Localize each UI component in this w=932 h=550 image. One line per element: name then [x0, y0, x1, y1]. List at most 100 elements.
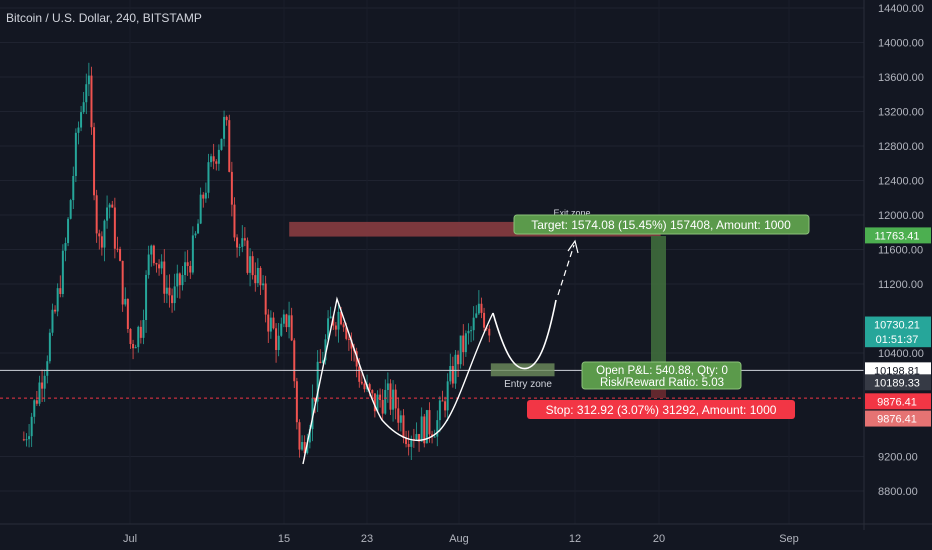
- candle-body: [337, 311, 340, 330]
- target-label-text: Target: 1574.08 (15.45%) 157408, Amount:…: [531, 218, 791, 232]
- candle-body: [412, 438, 415, 440]
- candle-body: [85, 84, 88, 103]
- candle-body: [126, 298, 129, 329]
- candle-body: [275, 328, 278, 351]
- candle-body: [267, 314, 270, 332]
- candle-body: [259, 267, 262, 286]
- candle-body: [173, 286, 176, 304]
- candle-body: [256, 267, 259, 284]
- candle-body: [488, 328, 491, 336]
- candle-body: [178, 273, 181, 286]
- candle-body: [342, 324, 345, 328]
- candle-body: [467, 330, 470, 334]
- candle-body: [332, 316, 335, 326]
- candle-body: [269, 317, 272, 332]
- candle-body: [233, 204, 236, 238]
- position-reward-bar[interactable]: [651, 236, 666, 368]
- candle-body: [215, 161, 218, 164]
- candle-body: [301, 442, 304, 450]
- candle-body: [340, 311, 343, 325]
- y-tick-label: 14400.00: [878, 3, 924, 15]
- y-tick-label: 11200.00: [878, 279, 923, 291]
- y-tick-label: 12000.00: [878, 210, 924, 222]
- pnl-label-box[interactable]: [581, 361, 742, 390]
- y-tick-label: 11600.00: [878, 245, 923, 257]
- candle-body: [405, 438, 408, 445]
- candle-body: [150, 245, 153, 255]
- price-axis: 14400.00 14000.00 13600.00 13200.00 12800.00…: [863, 0, 931, 530]
- candle-body: [54, 309, 57, 312]
- candle-body: [171, 295, 174, 304]
- candle-body: [152, 245, 155, 264]
- candle-body: [376, 394, 379, 412]
- candle-body: [480, 303, 483, 313]
- candle-body: [204, 192, 207, 199]
- candle-body: [103, 220, 106, 248]
- candle-body: [470, 330, 473, 332]
- candle-body: [142, 320, 145, 338]
- candle-body: [327, 318, 330, 340]
- y-tick-label: 12800.00: [878, 141, 924, 153]
- entry-zone-label: Entry zone: [504, 379, 552, 390]
- candle-body: [194, 233, 197, 236]
- entry-zone-rect[interactable]: [490, 363, 555, 377]
- candle-body: [106, 207, 109, 221]
- candle-body: [384, 389, 387, 414]
- price-tag: [865, 374, 931, 391]
- candle-body: [181, 275, 184, 286]
- stop-label-box[interactable]: [527, 400, 795, 419]
- price-tag-label: 01:51:37: [876, 334, 919, 346]
- candle-body: [46, 361, 49, 376]
- x-tick-label: 20: [653, 533, 665, 545]
- candle-body: [22, 439, 25, 441]
- candle-body: [457, 354, 460, 365]
- candle-body: [108, 204, 111, 208]
- candle-body: [277, 335, 280, 351]
- candle-body: [186, 262, 189, 266]
- candle-body: [43, 375, 46, 389]
- candle-body: [254, 275, 257, 284]
- y-tick-label: 13200.00: [878, 107, 924, 119]
- candle-body: [314, 397, 317, 402]
- price-tag-label: 9876.41: [877, 414, 917, 426]
- candle-body: [483, 312, 486, 328]
- candle-body: [355, 351, 358, 367]
- candle-body: [132, 343, 135, 349]
- candle-body: [293, 340, 296, 382]
- candle-body: [347, 338, 350, 340]
- candle-body: [80, 112, 83, 128]
- candle-body: [425, 410, 428, 444]
- candle-body: [316, 361, 319, 402]
- candle-body: [295, 381, 298, 423]
- exit-zone-label: Exit zone: [553, 208, 590, 218]
- candle-body: [415, 434, 418, 440]
- candle-body: [98, 233, 101, 237]
- candle-body: [72, 175, 75, 201]
- y-tick-label: 14000.00: [878, 38, 924, 50]
- candle-body: [324, 339, 327, 361]
- candle-body: [379, 394, 382, 400]
- candle-body: [69, 200, 72, 219]
- candle-body: [61, 250, 64, 294]
- candle-body: [446, 381, 449, 411]
- drawings: Exit zone Entry zone Target: 1574.08 (15.4…: [0, 208, 864, 465]
- y-tick-label: 9200.00: [878, 452, 918, 464]
- candle-body: [38, 382, 41, 404]
- candle-body: [262, 283, 265, 286]
- candle-body: [420, 416, 423, 442]
- x-tick-label: 15: [278, 533, 290, 545]
- x-tick-label: Jul: [123, 533, 137, 545]
- candle-body: [212, 156, 215, 162]
- target-label-box[interactable]: [513, 214, 810, 235]
- candle-body: [124, 298, 127, 305]
- candle-body: [90, 75, 93, 128]
- candle-body: [251, 256, 254, 276]
- candle-body: [462, 335, 465, 353]
- candle-body: [93, 127, 96, 196]
- candle-body: [191, 235, 194, 273]
- candle-body: [137, 326, 140, 348]
- candle-body: [220, 138, 223, 150]
- candle-body: [160, 261, 163, 269]
